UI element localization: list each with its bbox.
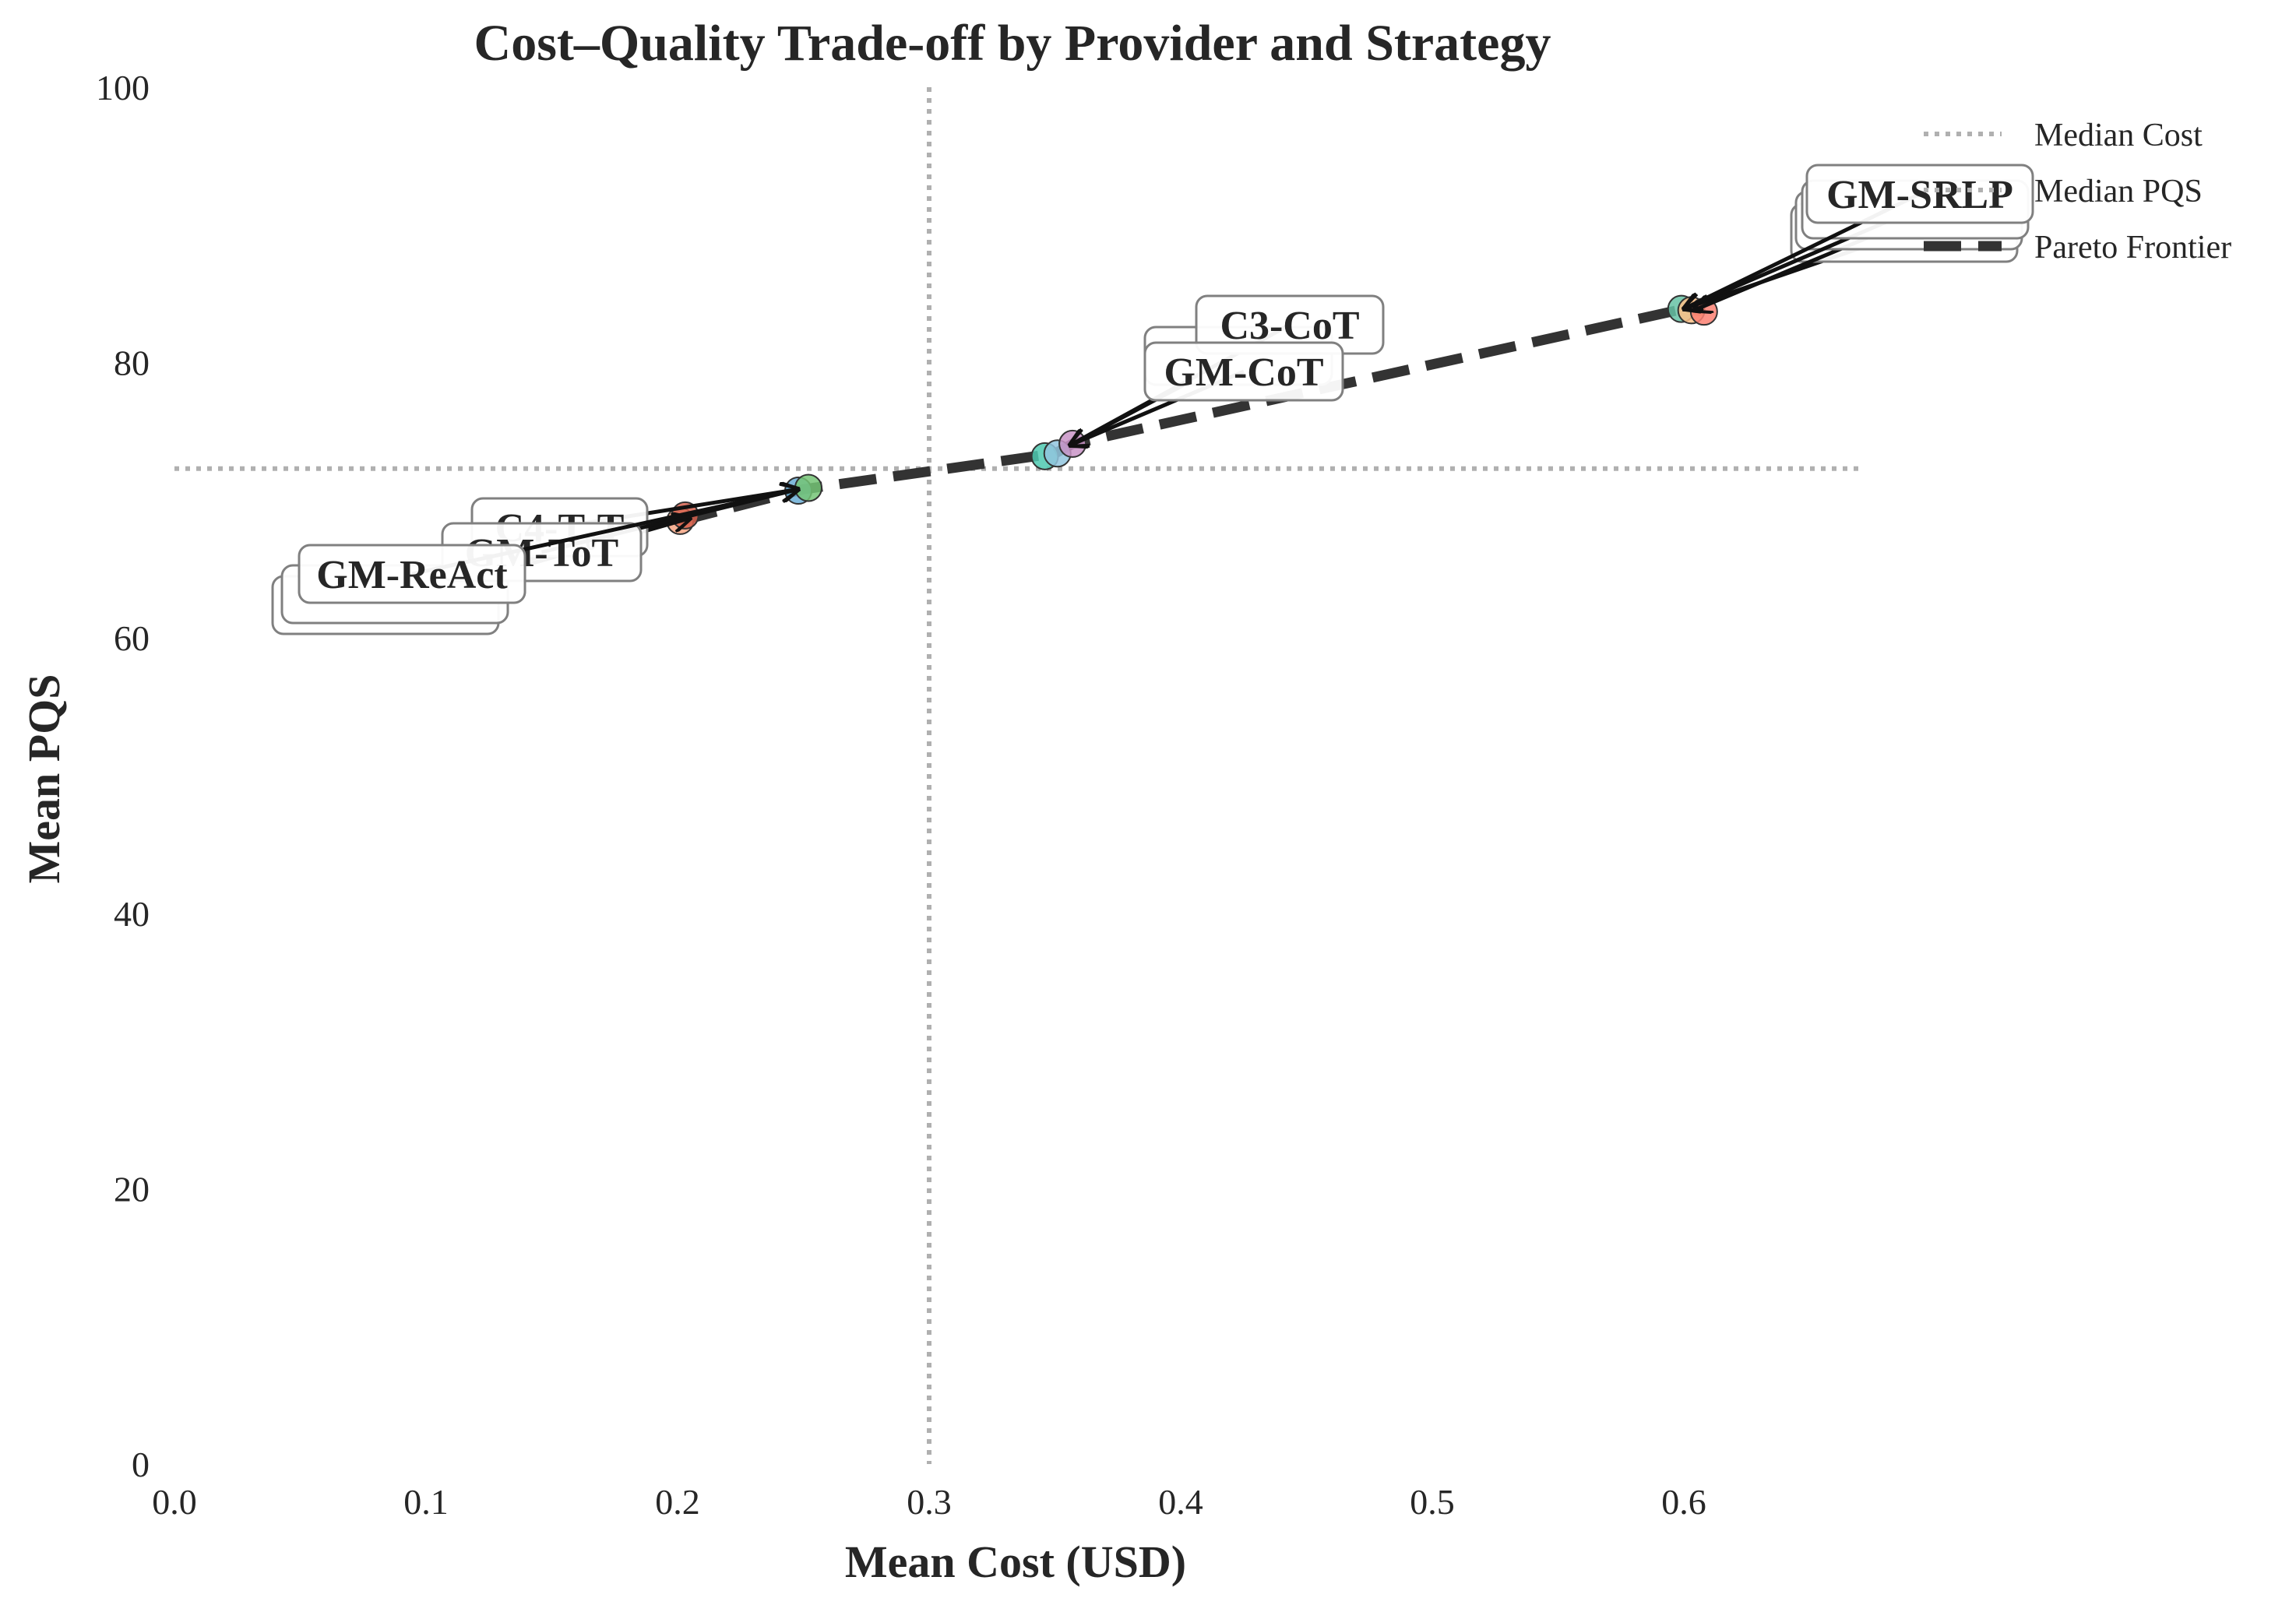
y-tick-label: 40 xyxy=(114,894,150,934)
legend-label: Median PQS xyxy=(2034,174,2203,209)
y-tick-label: 0 xyxy=(132,1445,150,1484)
y-tick-label: 100 xyxy=(96,68,150,107)
annotation-label: GM-SRLP xyxy=(1826,173,2013,217)
y-tick-label: 20 xyxy=(114,1169,150,1209)
reference-lines xyxy=(174,87,1860,1464)
x-tick-label: 0.5 xyxy=(1410,1482,1455,1522)
annotation-label: GM-CoT xyxy=(1164,350,1323,395)
x-tick-label: 0.4 xyxy=(1158,1482,1203,1522)
annotation: GM-CoT xyxy=(1070,341,1344,445)
annotation-label: GM-ReAct xyxy=(316,553,508,597)
y-axis-ticks: 0 20 40 60 80 100 xyxy=(96,68,150,1484)
y-axis-label: Mean PQS xyxy=(19,674,69,883)
x-tick-label: 0.0 xyxy=(152,1482,197,1522)
legend-label: Pareto Frontier xyxy=(2034,230,2231,266)
y-tick-label: 60 xyxy=(114,618,150,658)
annotation-box xyxy=(298,544,526,604)
chart-title: Cost–Quality Trade-off by Provider and S… xyxy=(474,15,1551,72)
annotation: GM-SRLP xyxy=(1684,164,2034,309)
legend: Median Cost Median PQS Pareto Frontier xyxy=(1924,118,2231,266)
x-tick-label: 0.2 xyxy=(655,1482,700,1522)
annotation-label: C3-CoT xyxy=(1220,304,1359,348)
annotation: GM-ReAct xyxy=(298,489,798,604)
x-axis-ticks: 0.0 0.1 0.2 0.3 0.4 0.5 0.6 xyxy=(152,1482,1706,1522)
x-axis-label: Mean Cost (USD) xyxy=(845,1536,1186,1587)
x-tick-label: 0.6 xyxy=(1661,1482,1706,1522)
y-tick-label: 80 xyxy=(114,343,150,383)
data-point xyxy=(794,473,822,502)
annotation-box xyxy=(1805,164,2034,224)
x-tick-label: 0.3 xyxy=(907,1482,952,1522)
x-tick-label: 0.1 xyxy=(403,1482,449,1522)
legend-label: Median Cost xyxy=(2034,118,2203,153)
annotation-box xyxy=(1143,341,1344,402)
